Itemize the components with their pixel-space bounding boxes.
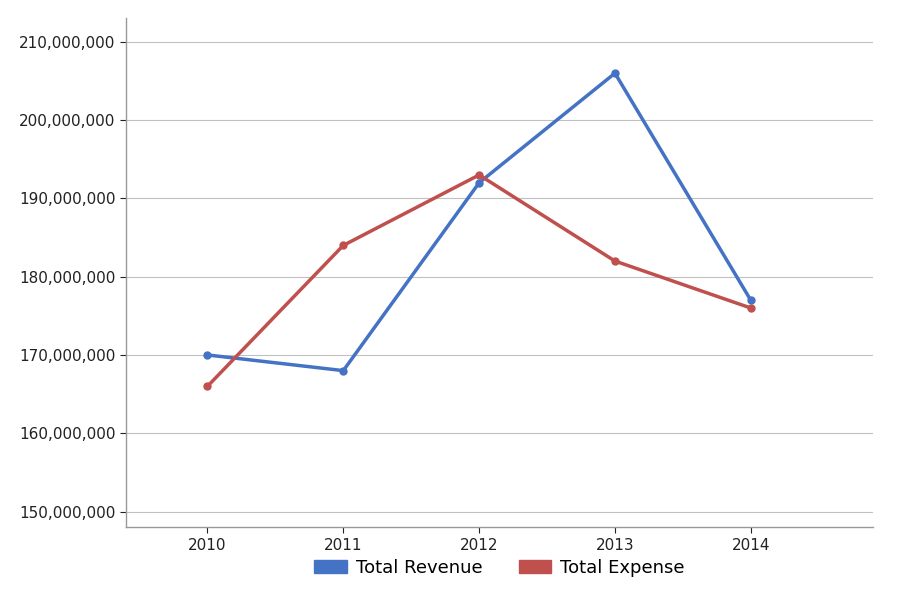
Legend: Total Revenue, Total Expense: Total Revenue, Total Expense	[307, 552, 692, 584]
Total Expense	[473, 171, 484, 178]
Total Revenue	[338, 367, 348, 375]
Total Expense	[745, 304, 756, 311]
Line: Total Expense: Total Expense	[204, 172, 754, 390]
Total Revenue	[609, 69, 620, 77]
Total Revenue	[473, 179, 484, 186]
Total Expense	[338, 242, 348, 249]
Line: Total Revenue: Total Revenue	[204, 70, 754, 374]
Total Expense	[609, 257, 620, 265]
Total Expense	[202, 383, 213, 390]
Total Revenue	[202, 351, 213, 359]
Total Revenue	[745, 297, 756, 304]
